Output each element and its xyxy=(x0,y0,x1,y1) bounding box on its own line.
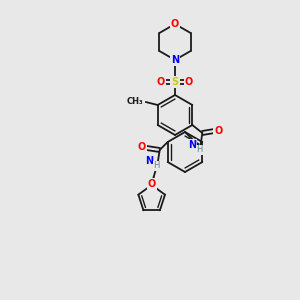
Text: O: O xyxy=(214,126,222,136)
Text: N: N xyxy=(188,140,196,150)
Text: N: N xyxy=(146,156,154,166)
Text: H: H xyxy=(196,146,203,154)
Text: CH₃: CH₃ xyxy=(127,98,144,106)
Text: O: O xyxy=(185,77,193,87)
Text: O: O xyxy=(148,179,156,189)
Text: S: S xyxy=(171,77,178,87)
Text: O: O xyxy=(138,142,146,152)
Text: H: H xyxy=(154,161,160,170)
Text: O: O xyxy=(171,19,179,29)
Text: O: O xyxy=(157,77,165,87)
Text: N: N xyxy=(171,55,179,65)
